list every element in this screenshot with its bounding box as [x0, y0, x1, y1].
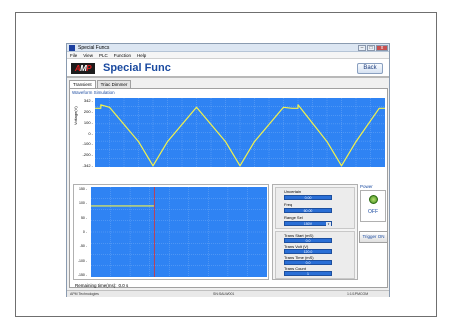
power-label: Power: [360, 184, 373, 189]
y-tick-label: -150 -: [77, 273, 87, 277]
menu-plc[interactable]: PLC: [98, 53, 108, 58]
trans-count-label: Trans Count: [284, 266, 306, 271]
trans-volt-label: Trans Volt (V): [284, 244, 309, 249]
trans-count-field[interactable]: 1: [284, 271, 332, 276]
close-button[interactable]: x: [376, 45, 388, 51]
y-tick-label: 0 -: [82, 230, 87, 234]
trans-start-label: Trans Start (mS): [284, 233, 314, 238]
header: AMP Special Func Back: [67, 59, 389, 78]
menu-function[interactable]: Function: [113, 53, 131, 58]
settings-group-top: Uncertain 0.00 Freq 60.00 Range Sel 150V…: [275, 187, 355, 229]
menu-view[interactable]: View: [83, 53, 93, 58]
y-tick-label: -100 -: [82, 141, 93, 147]
remaining-time: Remaining time(ms): 0.0 s: [75, 283, 128, 288]
menu-help[interactable]: Help: [136, 53, 147, 58]
uncertain-label: Uncertain: [284, 189, 302, 194]
range-value: 150V: [303, 222, 313, 226]
freq-field[interactable]: 60.00: [284, 208, 332, 213]
uncertain-field[interactable]: 0.00: [284, 195, 332, 200]
maximize-button[interactable]: □: [367, 45, 375, 51]
y-axis-label: Voltage(V): [73, 106, 78, 125]
menu-bar: File View PLC Function Help: [67, 52, 389, 59]
back-button[interactable]: Back: [357, 63, 383, 74]
trans-time-label: Trans Time (mS): [284, 255, 314, 260]
transient-svg: [91, 187, 267, 277]
y-tick-label: -50 -: [79, 244, 87, 249]
status-port: 1:1/1PMCOM: [347, 292, 369, 296]
power-toggle[interactable]: OFF: [360, 190, 386, 222]
freq-label: Freq: [284, 202, 293, 207]
trans-time-field[interactable]: 0.0: [284, 260, 332, 265]
waveform-trace: [95, 104, 385, 167]
app-window: Special Funcs – □ x File View PLC Functi…: [66, 43, 390, 297]
y-tick-label: 200 -: [83, 108, 93, 114]
trans-start-field[interactable]: 0.0: [284, 238, 332, 243]
brand-logo: AMP: [71, 63, 95, 74]
window-title: Special Funcs: [78, 45, 110, 51]
y-tick-label: -100 -: [77, 258, 87, 263]
power-state: OFF: [368, 209, 378, 215]
title-bar: Special Funcs – □ x: [67, 44, 389, 52]
y-tick-label: 150 -: [79, 187, 87, 191]
menu-file[interactable]: File: [70, 53, 78, 58]
y-tick-label: -342 -: [82, 163, 93, 168]
page-title: Special Func: [103, 62, 171, 74]
app-icon: [69, 45, 75, 51]
settings-group-bottom: Trans Start (mS) 0.0 Trans Volt (V) 120.…: [275, 231, 355, 279]
y-tick-label: 0 -: [88, 130, 93, 136]
status-serial: SN:SALW001: [213, 292, 235, 296]
y-tick-label: 100 -: [79, 201, 87, 206]
settings-panel: Uncertain 0.00 Freq 60.00 Range Sel 150V…: [272, 184, 358, 280]
transient-panel: Waveform Simulation Voltage(V) 342 - 200 …: [69, 88, 388, 288]
remaining-value: 0.0 s: [118, 283, 129, 288]
range-select[interactable]: 150V ▾: [284, 221, 332, 226]
minimize-button[interactable]: –: [358, 45, 366, 51]
tab-strip: Transient Triac Dimmer: [69, 80, 132, 88]
trans-volt-field[interactable]: 120.0: [284, 249, 332, 254]
section-label: Waveform Simulation: [72, 90, 115, 95]
y-tick-label: 100 -: [83, 119, 93, 125]
waveform-chart: Voltage(V) 342 - 200 - 100 - 0 - -100 - -200 …: [73, 97, 387, 168]
transient-plot-area: [91, 187, 267, 277]
remaining-label: Remaining time(ms):: [75, 283, 117, 288]
trigger-button[interactable]: Trigger ON: [359, 231, 388, 243]
y-tick-label: -200 -: [82, 152, 93, 158]
y-tick-label: 342 -: [83, 98, 93, 103]
power-lamp-icon: [369, 195, 378, 204]
status-company: APM Technologies: [70, 292, 99, 296]
tab-triac-dimmer[interactable]: Triac Dimmer: [96, 80, 132, 88]
y-tick-label: 50 -: [80, 215, 87, 220]
status-bar: APM Technologies SN:SALW001 1:1/1PMCOM: [67, 290, 389, 297]
tab-transient[interactable]: Transient: [69, 80, 96, 88]
range-label: Range Sel: [284, 215, 303, 220]
chevron-down-icon[interactable]: ▾: [326, 222, 331, 226]
waveform-svg: [95, 98, 385, 167]
transient-chart: 150 - 100 - 50 - 0 - -50 - -100 - -150 -: [73, 184, 269, 280]
waveform-plot-area: [95, 98, 385, 167]
